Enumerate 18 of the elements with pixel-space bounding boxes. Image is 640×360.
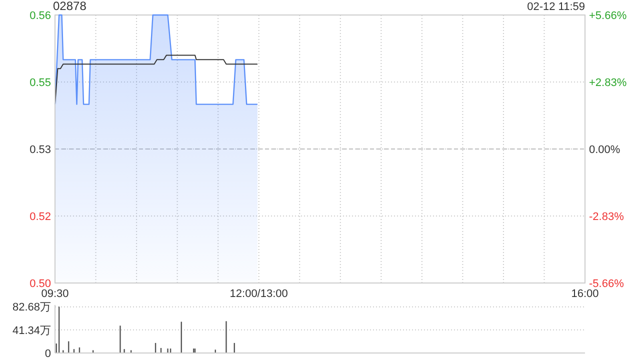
y2-tick-label: 0.00%	[589, 144, 620, 156]
chart-title: 02878	[53, 0, 87, 13]
y2-tick-label: +2.83%	[589, 76, 627, 89]
y-tick-label: 0.52	[30, 210, 51, 223]
text: 02-12 11:59	[527, 1, 585, 13]
y-tick-label: 82.68万	[12, 302, 51, 314]
y-tick-label: 0.56	[30, 10, 51, 22]
y-tick-label: 0.55	[30, 76, 51, 89]
y2-tick-label: -2.83%	[589, 210, 624, 223]
y-tick-label: 0.50	[30, 278, 51, 290]
x-tick-label: 12:00/13:00	[230, 288, 288, 300]
x-tick-label: 16:00	[571, 288, 599, 300]
y2-tick-label: -5.66%	[589, 278, 624, 290]
y-tick-label: 41.34万	[12, 324, 51, 337]
y-tick-label: 0.53	[30, 144, 51, 156]
x-tick-label: 09:30	[41, 288, 69, 300]
y2-tick-label: +5.66%	[589, 10, 627, 22]
y-tick-label: 0	[44, 348, 51, 360]
